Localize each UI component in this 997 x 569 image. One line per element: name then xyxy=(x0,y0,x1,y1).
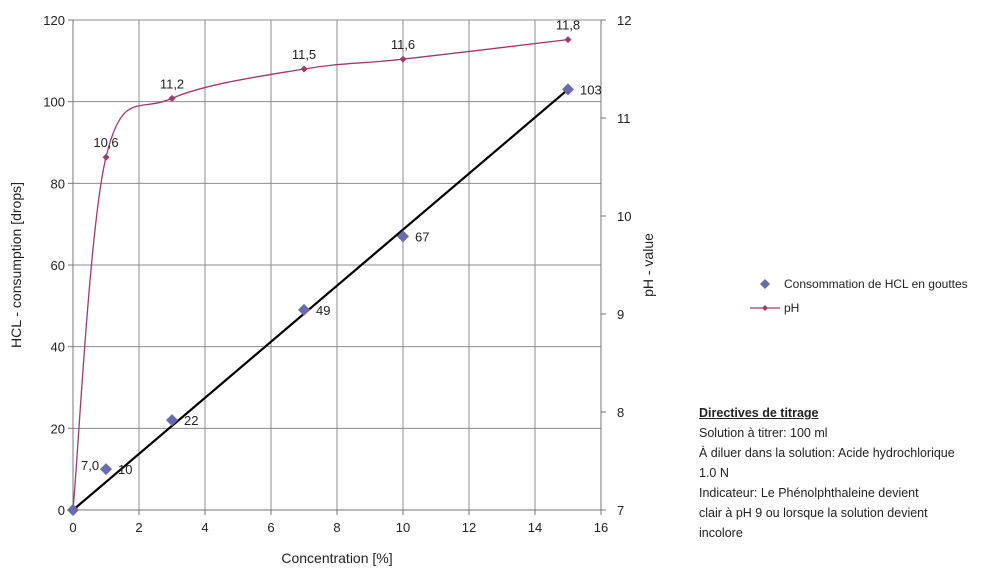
ph-data-label: 7,0 xyxy=(81,458,99,473)
y-left-tick-label: 80 xyxy=(51,176,65,191)
legend: Consommation de HCL en gouttes pH xyxy=(750,272,968,320)
ph-data-label: 11,2 xyxy=(160,76,184,91)
x-axis-label: Concentration [%] xyxy=(281,550,392,566)
hcl-point xyxy=(67,504,79,516)
y-right-tick-label: 12 xyxy=(617,13,631,28)
y-left-axis-label: HCL - consumption [drops] xyxy=(8,182,24,348)
y-left-tick-label: 60 xyxy=(51,258,65,273)
directions-line: clair à pH 9 ou lorsque la solution devi… xyxy=(699,506,928,520)
y-left-tick-label: 20 xyxy=(51,421,65,436)
hcl-data-label: 22 xyxy=(184,413,198,428)
y-right-tick-label: 8 xyxy=(617,405,624,420)
x-tick-label: 16 xyxy=(594,520,608,535)
directions-line: Indicateur: Le Phénolphthaleine devient xyxy=(699,486,919,500)
x-tick-label: 4 xyxy=(201,520,208,535)
x-tick-label: 12 xyxy=(462,520,476,535)
x-tick-label: 0 xyxy=(69,520,76,535)
hcl-point xyxy=(397,230,409,243)
hcl-point xyxy=(166,414,178,427)
axes xyxy=(68,19,606,515)
directions-line: incolore xyxy=(699,526,743,540)
y-left-tick-labels: 0 20 40 60 80 100 120 xyxy=(43,13,65,518)
x-tick-label: 8 xyxy=(333,520,340,535)
hcl-data-label: 103 xyxy=(580,82,602,97)
y-right-tick-label: 9 xyxy=(617,307,624,322)
y-left-tick-label: 40 xyxy=(51,340,65,355)
directions-line: À diluer dans la solution: Acide hydroch… xyxy=(699,446,955,480)
x-tick-label: 14 xyxy=(528,520,542,535)
titration-directions: Directives de titrage Solution à titrer:… xyxy=(699,403,997,543)
legend-item-hcl: Consommation de HCL en gouttes xyxy=(750,272,968,296)
y-right-tick-labels: 7 8 9 10 11 12 xyxy=(617,13,631,518)
ph-data-label: 11,6 xyxy=(391,37,415,52)
y-right-tick-label: 11 xyxy=(617,111,631,126)
y-left-tick-label: 120 xyxy=(43,13,65,28)
trendline-line xyxy=(72,88,569,511)
y-left-tick-label: 100 xyxy=(43,95,65,110)
ph-point xyxy=(168,94,176,102)
hcl-point xyxy=(100,463,112,476)
ph-series: 7,0 10,6 11,2 11,5 11,6 11,8 xyxy=(69,18,580,514)
ph-point xyxy=(300,65,308,73)
directions-title: Directives de titrage xyxy=(699,406,819,420)
y-left-tick-label: 0 xyxy=(58,503,65,518)
hcl-point xyxy=(298,303,310,316)
hcl-data-label: 49 xyxy=(316,303,330,318)
grid xyxy=(73,19,602,510)
x-tick-label: 10 xyxy=(396,520,410,535)
hcl-series: 10 22 49 67 103 xyxy=(67,82,602,516)
directions-line: Solution à titrer: 100 ml xyxy=(699,426,828,440)
legend-item-ph: pH xyxy=(750,296,968,320)
legend-marker-ph xyxy=(750,305,780,311)
ph-data-label: 11,5 xyxy=(292,47,316,62)
hcl-data-label: 67 xyxy=(415,229,429,244)
y-right-tick-label: 7 xyxy=(617,503,624,518)
hcl-point xyxy=(562,83,574,96)
ph-data-label: 10,6 xyxy=(93,135,118,150)
y-right-axis-label: pH - value xyxy=(640,233,656,297)
ph-point xyxy=(564,36,572,44)
x-tick-labels: 0 2 4 6 8 10 12 14 16 xyxy=(69,520,608,535)
legend-label-ph: pH xyxy=(784,301,800,315)
y-right-tick-label: 10 xyxy=(617,209,631,224)
trendline xyxy=(72,88,569,511)
ph-point xyxy=(102,153,110,161)
legend-marker-hcl xyxy=(760,279,770,289)
hcl-data-label: 10 xyxy=(118,462,132,477)
ph-point xyxy=(399,55,407,63)
x-tick-label: 6 xyxy=(267,520,274,535)
ph-data-label: 11,8 xyxy=(556,18,580,33)
x-tick-label: 2 xyxy=(135,520,142,535)
legend-label-hcl: Consommation de HCL en gouttes xyxy=(784,277,968,291)
ph-line xyxy=(72,38,569,511)
